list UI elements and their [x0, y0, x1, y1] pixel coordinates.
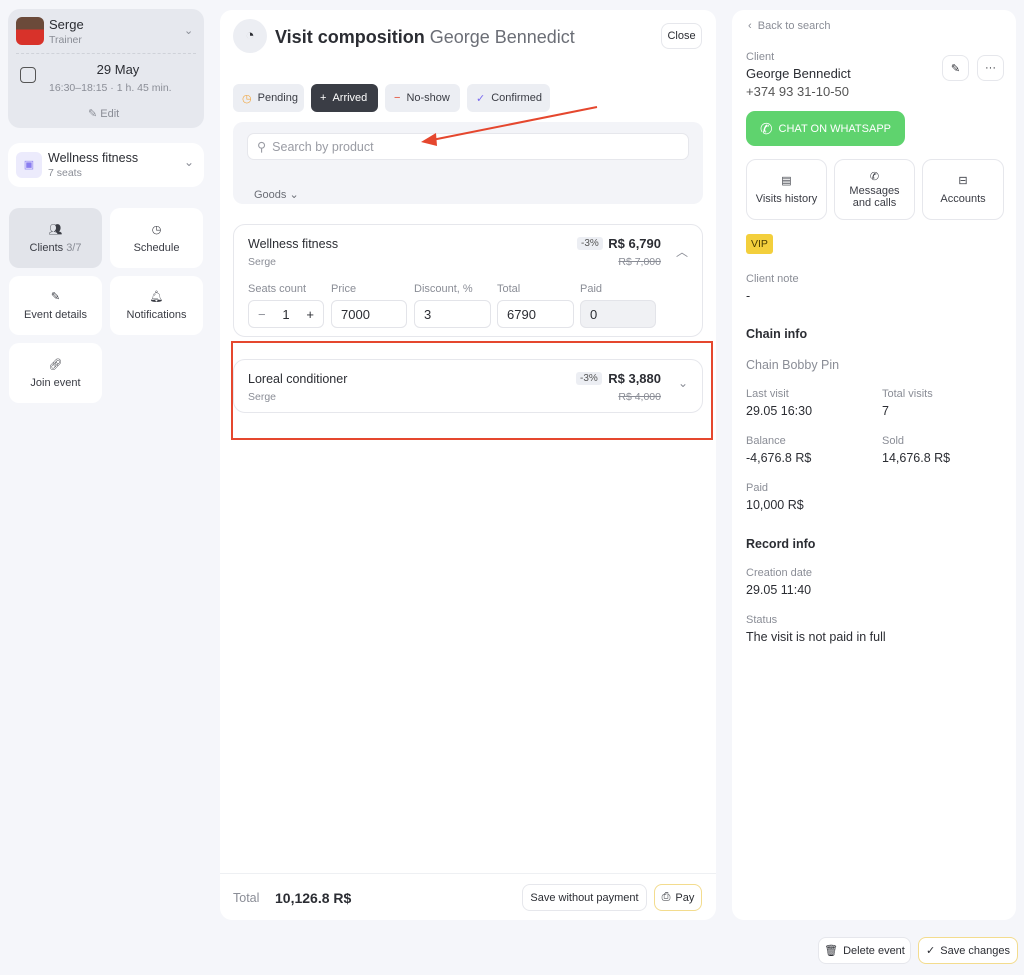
status-arrived[interactable]: + Arrived — [311, 84, 378, 112]
accounts-button[interactable]: ⊟ Accounts — [922, 159, 1004, 220]
total-input[interactable]: 6790 — [497, 300, 574, 328]
nav-clients[interactable]: 👥︎ Clients 3/7 — [9, 208, 102, 268]
pencil-icon: ✎ — [88, 108, 101, 120]
clock-icon: ◷ — [242, 92, 252, 105]
annotation-highlight-box — [231, 341, 713, 440]
event-date: 29 May — [96, 62, 140, 77]
item-name: Loreal conditioner — [248, 372, 348, 386]
chevron-down-icon[interactable]: ⌄ — [677, 376, 688, 390]
chevron-down-icon: ⌄ — [289, 189, 299, 201]
total-label: Total — [233, 891, 260, 905]
chain-name: Chain Bobby Pin — [746, 358, 840, 372]
minus-icon: − — [394, 92, 401, 104]
annotation-arrowhead — [421, 133, 437, 146]
save-without-payment-button[interactable]: Save without payment — [522, 884, 647, 911]
search-icon: ⚲ — [257, 140, 267, 154]
client-name: George Bennedict — [746, 66, 851, 81]
plus-icon[interactable]: + — [306, 306, 314, 322]
client-phone: +374 93 31-10-50 — [746, 84, 850, 99]
status-no-show[interactable]: − No-show — [385, 84, 460, 112]
service-selector[interactable]: ▣ Wellness fitness 7 seats ⌄ — [8, 143, 204, 187]
back-to-search-link[interactable]: ‹ Back to search — [748, 20, 831, 32]
clock-icon: ◷ — [151, 223, 162, 236]
more-options-button[interactable]: ··· — [977, 55, 1004, 81]
product-search-section: ⚲ Search by product Goods ⌄ — [233, 122, 703, 204]
discount-input[interactable]: 3 — [414, 300, 491, 328]
visits-history-button[interactable]: ▤ Visits history — [746, 159, 827, 220]
nav-join-event[interactable]: 🔗︎ Join event — [9, 343, 102, 403]
category-dropdown[interactable]: Goods ⌄ — [254, 189, 299, 201]
nav-event-details[interactable]: ✎ Event details — [9, 276, 102, 335]
item-price: R$ 6,790 — [608, 236, 661, 251]
wallet-icon: ⎙ — [661, 891, 671, 903]
service-icon: ▣ — [16, 152, 42, 178]
edit-client-button[interactable]: ✎ — [942, 55, 969, 81]
users-icon: 👥︎ — [48, 223, 63, 236]
plus-icon: + — [320, 92, 327, 104]
pay-button[interactable]: ⎙ Pay — [654, 884, 702, 911]
history-icon: ▤ — [781, 175, 792, 187]
page-title: Visit composition — [275, 27, 425, 47]
line-item[interactable]: Loreal conditioner Serge -3% R$ 3,880 R$… — [233, 359, 703, 413]
seats-stepper[interactable]: −1 + — [248, 300, 324, 328]
discount-badge: -3% — [576, 372, 602, 385]
status-confirmed[interactable]: ✓ Confirmed — [467, 84, 550, 112]
whatsapp-button[interactable]: ✆ CHAT ON WHATSAPP — [746, 111, 905, 146]
trash-icon: 🗑︎ — [824, 945, 839, 957]
edit-button[interactable]: ✎ Edit — [88, 108, 120, 120]
item-old-price: R$ 4,000 — [618, 391, 661, 403]
total-value: 10,126.8 R$ — [275, 890, 352, 906]
discount-badge: -3% — [577, 237, 603, 250]
line-item: Wellness fitness Serge -3% R$ 6,790 R$ 7… — [233, 224, 703, 337]
more-icon: ··· — [985, 62, 996, 74]
item-old-price: R$ 7,000 — [618, 256, 661, 268]
item-price: R$ 3,880 — [608, 371, 661, 386]
client-name-title: George Bennedict — [429, 27, 575, 47]
chevron-up-icon[interactable]: ︿ — [675, 245, 688, 259]
paid-input: 0 — [580, 300, 656, 328]
visit-panel: ◔ Visit composition George Bennedict Clo… — [220, 10, 716, 920]
minus-icon[interactable]: − — [258, 306, 266, 322]
save-changes-button[interactable]: ✓ Save changes — [918, 937, 1018, 964]
annotation-arrow — [431, 106, 598, 141]
chevron-down-icon: ⌄ — [184, 155, 195, 169]
price-input[interactable]: 7000 — [331, 300, 407, 328]
phone-chat-icon: ✆ — [869, 171, 880, 183]
status-pending[interactable]: ◷ Pending — [233, 84, 304, 112]
client-note: - — [746, 289, 751, 303]
item-staff: Serge — [248, 391, 277, 403]
briefcase-icon: ⊟ — [958, 175, 968, 187]
trainer-card: Serge Trainer ⌄ 29 May 16:30–18:15 · 1 h… — [8, 9, 204, 128]
item-name: Wellness fitness — [248, 237, 339, 251]
close-button[interactable]: Close — [661, 23, 702, 49]
chevron-down-icon[interactable]: ⌄ — [184, 25, 194, 37]
client-panel: ‹ Back to search Client George Bennedict… — [732, 10, 1016, 920]
service-name: Wellness fitness — [48, 151, 139, 165]
whatsapp-icon: ✆ — [759, 120, 773, 138]
avatar — [16, 17, 44, 45]
messages-calls-button[interactable]: ✆ Messages and calls — [834, 159, 915, 220]
item-staff: Serge — [248, 256, 277, 268]
calendar-icon — [20, 67, 36, 83]
delete-event-button[interactable]: 🗑︎ Delete event — [818, 937, 911, 964]
vip-tag: VIP — [746, 234, 773, 254]
bell-icon: 🔔︎ — [149, 291, 164, 303]
edit-note-icon: ✎ — [50, 291, 61, 303]
event-time: 16:30–18:15 · 1 h. 45 min. — [49, 82, 172, 94]
nav-schedule[interactable]: ◷ Schedule — [110, 208, 203, 268]
check-icon: ✓ — [476, 92, 486, 105]
service-seats: 7 seats — [48, 167, 82, 179]
check-icon: ✓ — [926, 945, 936, 957]
nav-notifications[interactable]: 🔔︎ Notifications — [110, 276, 203, 335]
link-icon: 🔗︎ — [48, 358, 63, 371]
chevron-left-icon: ‹ — [748, 20, 755, 32]
pencil-icon: ✎ — [950, 62, 961, 75]
trainer-name: Serge — [49, 17, 84, 32]
visit-icon: ◔ — [233, 19, 267, 53]
trainer-role: Trainer — [49, 34, 82, 46]
